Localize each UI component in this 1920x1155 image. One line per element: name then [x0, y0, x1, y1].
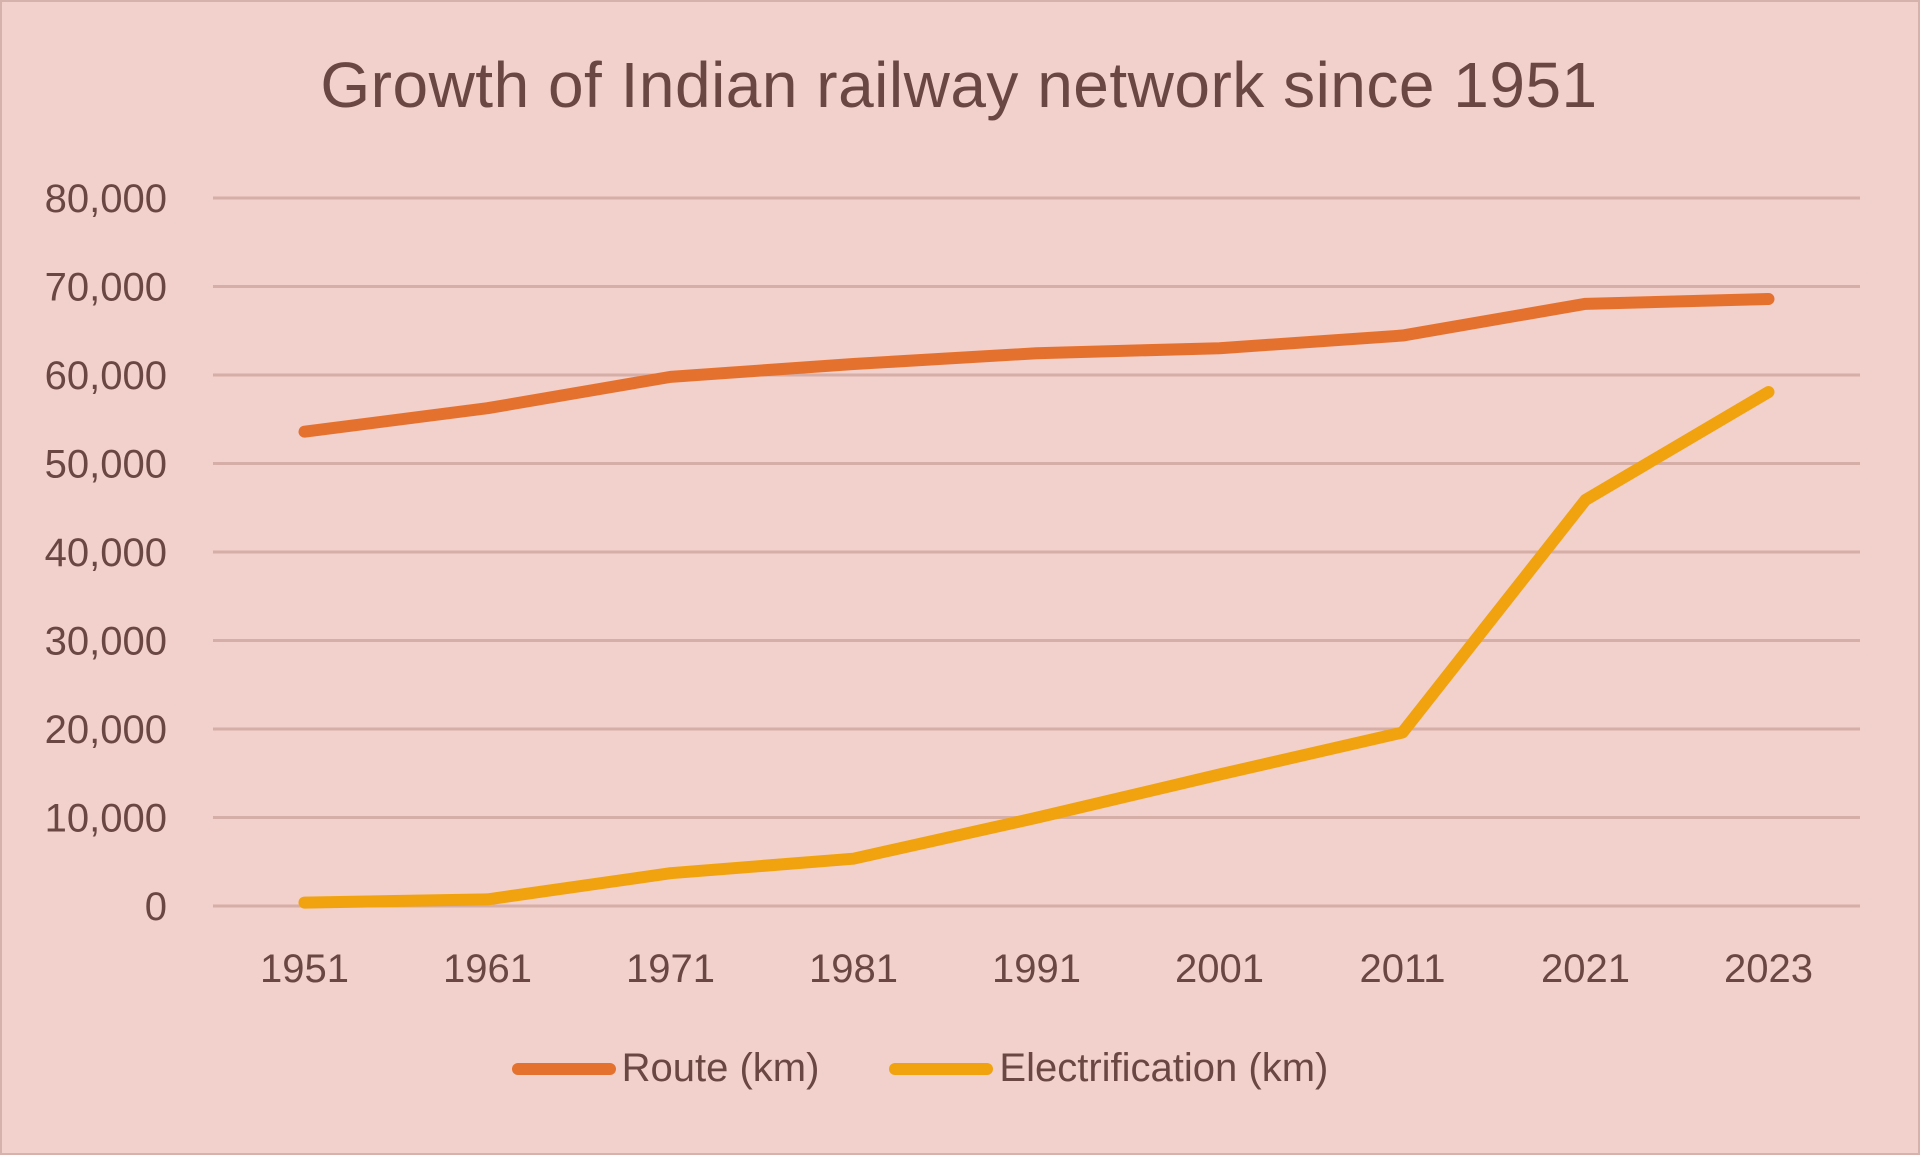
- y-tick-label: 10,000: [45, 797, 167, 841]
- x-axis-ticks: 1951 1961 1971 1981 1991 2001 2011 2021 2023: [260, 947, 1813, 991]
- y-tick-label: 80,000: [45, 177, 167, 221]
- x-tick-label: 2023: [1724, 947, 1813, 991]
- x-tick-label: 1971: [626, 947, 715, 991]
- x-tick-label: 1961: [443, 947, 532, 991]
- series-lines: [298, 293, 1775, 909]
- y-tick-label: 60,000: [45, 354, 167, 398]
- series-line-route: [298, 293, 1775, 438]
- y-tick-label: 20,000: [45, 708, 167, 752]
- x-tick-label: 1991: [992, 947, 1081, 991]
- y-axis-ticks: 0 10,000 20,000 30,000 40,000 50,000 60,000 70,…: [45, 177, 167, 929]
- x-tick-label: 2001: [1175, 947, 1264, 991]
- legend-item-electrification: Electrification (km): [889, 1046, 1328, 1091]
- x-tick-label: 2011: [1359, 947, 1445, 991]
- x-tick-label: 1951: [260, 947, 349, 991]
- y-tick-label: 40,000: [45, 531, 167, 575]
- series-line-electrification: [298, 386, 1775, 909]
- x-tick-label: 2021: [1541, 947, 1630, 991]
- legend-label-route: Route (km): [621, 1046, 820, 1090]
- legend-item-route: Route (km): [511, 1046, 820, 1091]
- y-tick-label: 70,000: [45, 266, 167, 310]
- legend-label-electrification: Electrification (km): [999, 1046, 1329, 1090]
- y-tick-label: 50,000: [45, 443, 167, 487]
- gridlines: [213, 196, 1860, 908]
- legend-swatch-route: [511, 1062, 616, 1075]
- chart-title: Growth of Indian railway network since 1…: [320, 49, 1598, 121]
- y-tick-label: 30,000: [45, 620, 167, 664]
- y-tick-label: 0: [145, 885, 167, 929]
- legend: Route (km) Electrification (km): [0, 1046, 1880, 1091]
- legend-swatch-electrification: [889, 1062, 994, 1075]
- x-tick-label: 1981: [809, 947, 898, 991]
